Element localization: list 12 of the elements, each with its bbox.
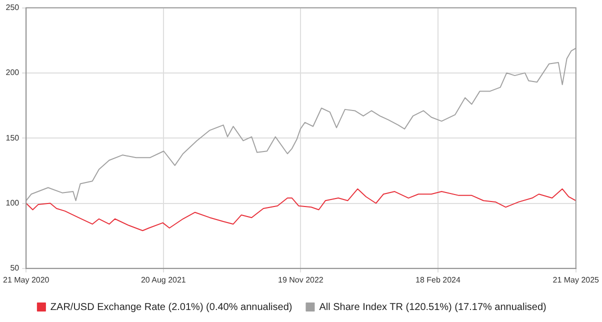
x-tick-label: 21 May 2020 (2, 275, 50, 284)
y-tick-label: 100 (6, 198, 20, 208)
y-tick-label: 250 (6, 3, 20, 12)
y-tick-label: 150 (6, 133, 20, 142)
y-tick-label: 50 (10, 264, 20, 273)
x-tick-label: 20 Aug 2021 (140, 275, 186, 284)
legend-label: ZAR/USD Exchange Rate (2.01%) (0.40% annualised) (50, 302, 292, 313)
x-tick-label: 19 Nov 2022 (278, 275, 324, 284)
x-tick-label: 21 May 2025 (552, 275, 600, 284)
legend-label: All Share Index TR (120.51%) (17.17% annualised) (319, 302, 546, 313)
y-tick-label: 200 (6, 68, 20, 78)
x-tick-label: 18 Feb 2024 (416, 275, 461, 284)
